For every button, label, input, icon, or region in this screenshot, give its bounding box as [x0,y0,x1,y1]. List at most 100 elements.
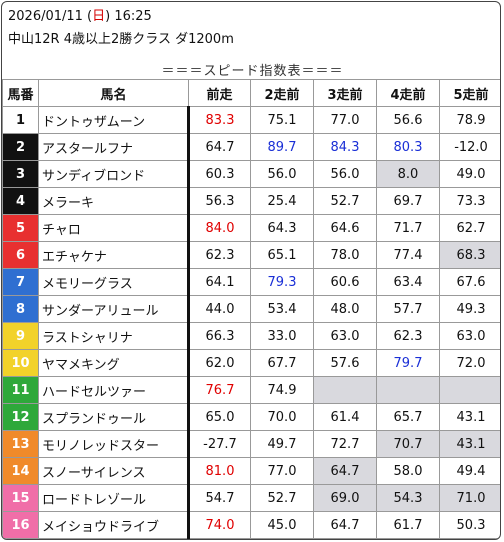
speed-index-cell: 84.0 [188,214,251,242]
speed-index-cell: 56.6 [376,106,440,134]
speed-index-cell: 78.0 [313,241,377,269]
horse-number: 12 [2,403,39,431]
speed-index-cell: 72.0 [438,349,500,377]
speed-index-cell: 58.0 [376,457,440,485]
horse-number: 13 [2,430,39,458]
horse-name: ハードセルツァー [38,376,190,404]
horse-number: 2 [2,133,39,161]
speed-index-cell: 64.7 [313,511,377,539]
horse-number: 5 [2,214,39,242]
speed-index-cell: 68.3 [438,241,500,269]
speed-index-cell: 72.7 [313,430,377,458]
speed-index-cell: 83.3 [188,106,251,134]
speed-index-table: ＝＝＝スピード指数表＝＝＝ 馬番 馬名 前走 2走前 3走前 4走前 5走前 1 ドントゥザム… [2,59,500,539]
table-row: 5 チャロ 84.0 64.3 64.6 71.7 62.7 [2,214,500,242]
speed-index-cell: -12.0 [438,133,500,161]
table-row: 6 エチャケナ 62.3 65.1 78.0 77.4 68.3 [2,241,500,269]
speed-index-cell: 62.3 [188,241,251,269]
horse-number: 1 [2,106,39,134]
speed-index-cell: 70.0 [250,403,314,431]
horse-number: 6 [2,241,39,269]
speed-index-cell: 62.3 [376,322,440,350]
speed-index-cell: 78.9 [438,106,500,134]
speed-index-cell: 67.6 [438,268,500,296]
speed-index-cell: 62.0 [188,349,251,377]
speed-index-cell: 71.7 [376,214,440,242]
speed-index-cell: 48.0 [313,295,377,323]
speed-index-cell: 70.7 [376,430,440,458]
speed-index-cell: 57.6 [313,349,377,377]
race-datetime: 2026/01/11 (日) 16:25 [8,8,152,26]
speed-index-cell: 53.4 [250,295,314,323]
speed-index-cell: 71.0 [438,484,500,512]
speed-index-cell: 77.0 [250,457,314,485]
table-row: 3 サンディブロンド 60.3 56.0 56.0 8.0 49.0 [2,160,500,188]
horse-number: 11 [2,376,39,404]
speed-index-cell: -27.7 [188,430,251,458]
speed-index-cell: 49.0 [438,160,500,188]
speed-index-cell: 79.7 [376,349,440,377]
horse-name: メイショウドライブ [38,511,190,539]
horse-name: ドントゥザムーン [38,106,190,134]
column-header: 4走前 [376,79,440,107]
speed-index-cell: 61.7 [376,511,440,539]
table-row: 10 ヤマメキング 62.0 67.7 57.6 79.7 72.0 [2,349,500,377]
speed-index-cell: 49.7 [250,430,314,458]
horse-number: 16 [2,511,39,539]
speed-index-cell: 44.0 [188,295,251,323]
speed-index-cell: 77.0 [313,106,377,134]
speed-index-cell: 63.0 [438,322,500,350]
speed-index-cell: 54.3 [376,484,440,512]
speed-index-cell: 69.7 [376,187,440,215]
horse-name: ロードトレゾール [38,484,190,512]
speed-index-cell: 56.0 [313,160,377,188]
speed-index-cell: 65.1 [250,241,314,269]
speed-index-cell: 8.0 [376,160,440,188]
speed-index-cell: 43.1 [438,403,500,431]
date-prefix: 2026/01/11 ( [8,9,93,24]
table-row: 12 スプランドゥール 65.0 70.0 61.4 65.7 43.1 [2,403,500,431]
date-suffix: ) 16:25 [105,9,152,24]
speed-index-cell: 76.7 [188,376,251,404]
speed-index-cell: 64.3 [250,214,314,242]
horse-name: アスタールフナ [38,133,190,161]
speed-index-cell: 77.4 [376,241,440,269]
speed-index-cell: 75.1 [250,106,314,134]
column-header: 馬名 [38,79,189,107]
horse-name: サンダーアリュール [38,295,190,323]
speed-index-cell: 49.4 [438,457,500,485]
table-row: 7 メモリーグラス 64.1 79.3 60.6 63.4 67.6 [2,268,500,296]
horse-name: スノーサイレンス [38,457,190,485]
horse-name: スプランドゥール [38,403,190,431]
speed-index-cell: 54.7 [188,484,251,512]
speed-index-cell: 65.0 [188,403,251,431]
speed-index-cell: 65.7 [376,403,440,431]
speed-index-cell: 67.7 [250,349,314,377]
column-header: 馬番 [2,79,39,107]
speed-index-cell: 33.0 [250,322,314,350]
speed-index-cell: 63.0 [313,322,377,350]
horse-number: 15 [2,484,39,512]
column-header: 3走前 [313,79,377,107]
horse-name: モリノレッドスター [38,430,190,458]
speed-index-cell: 50.3 [438,511,500,539]
speed-index-cell: 80.3 [376,133,440,161]
speed-index-cell [438,376,500,404]
speed-index-cell: 45.0 [250,511,314,539]
horse-number: 9 [2,322,39,350]
speed-index-cell: 74.0 [188,511,251,539]
weekday: 日 [92,9,106,24]
speed-index-cell: 52.7 [313,187,377,215]
speed-index-cell: 74.9 [250,376,314,404]
speed-index-cell: 69.0 [313,484,377,512]
speed-index-cell: 57.7 [376,295,440,323]
horse-name: サンディブロンド [38,160,190,188]
column-header: 2走前 [250,79,314,107]
table-title-row: ＝＝＝スピード指数表＝＝＝ [2,59,500,80]
speed-index-cell: 64.1 [188,268,251,296]
horse-name: チャロ [38,214,190,242]
speed-index-cell: 64.7 [313,457,377,485]
table-row: 15 ロードトレゾール 54.7 52.7 69.0 54.3 71.0 [2,484,500,512]
table-row: 8 サンダーアリュール 44.0 53.4 48.0 57.7 49.3 [2,295,500,323]
